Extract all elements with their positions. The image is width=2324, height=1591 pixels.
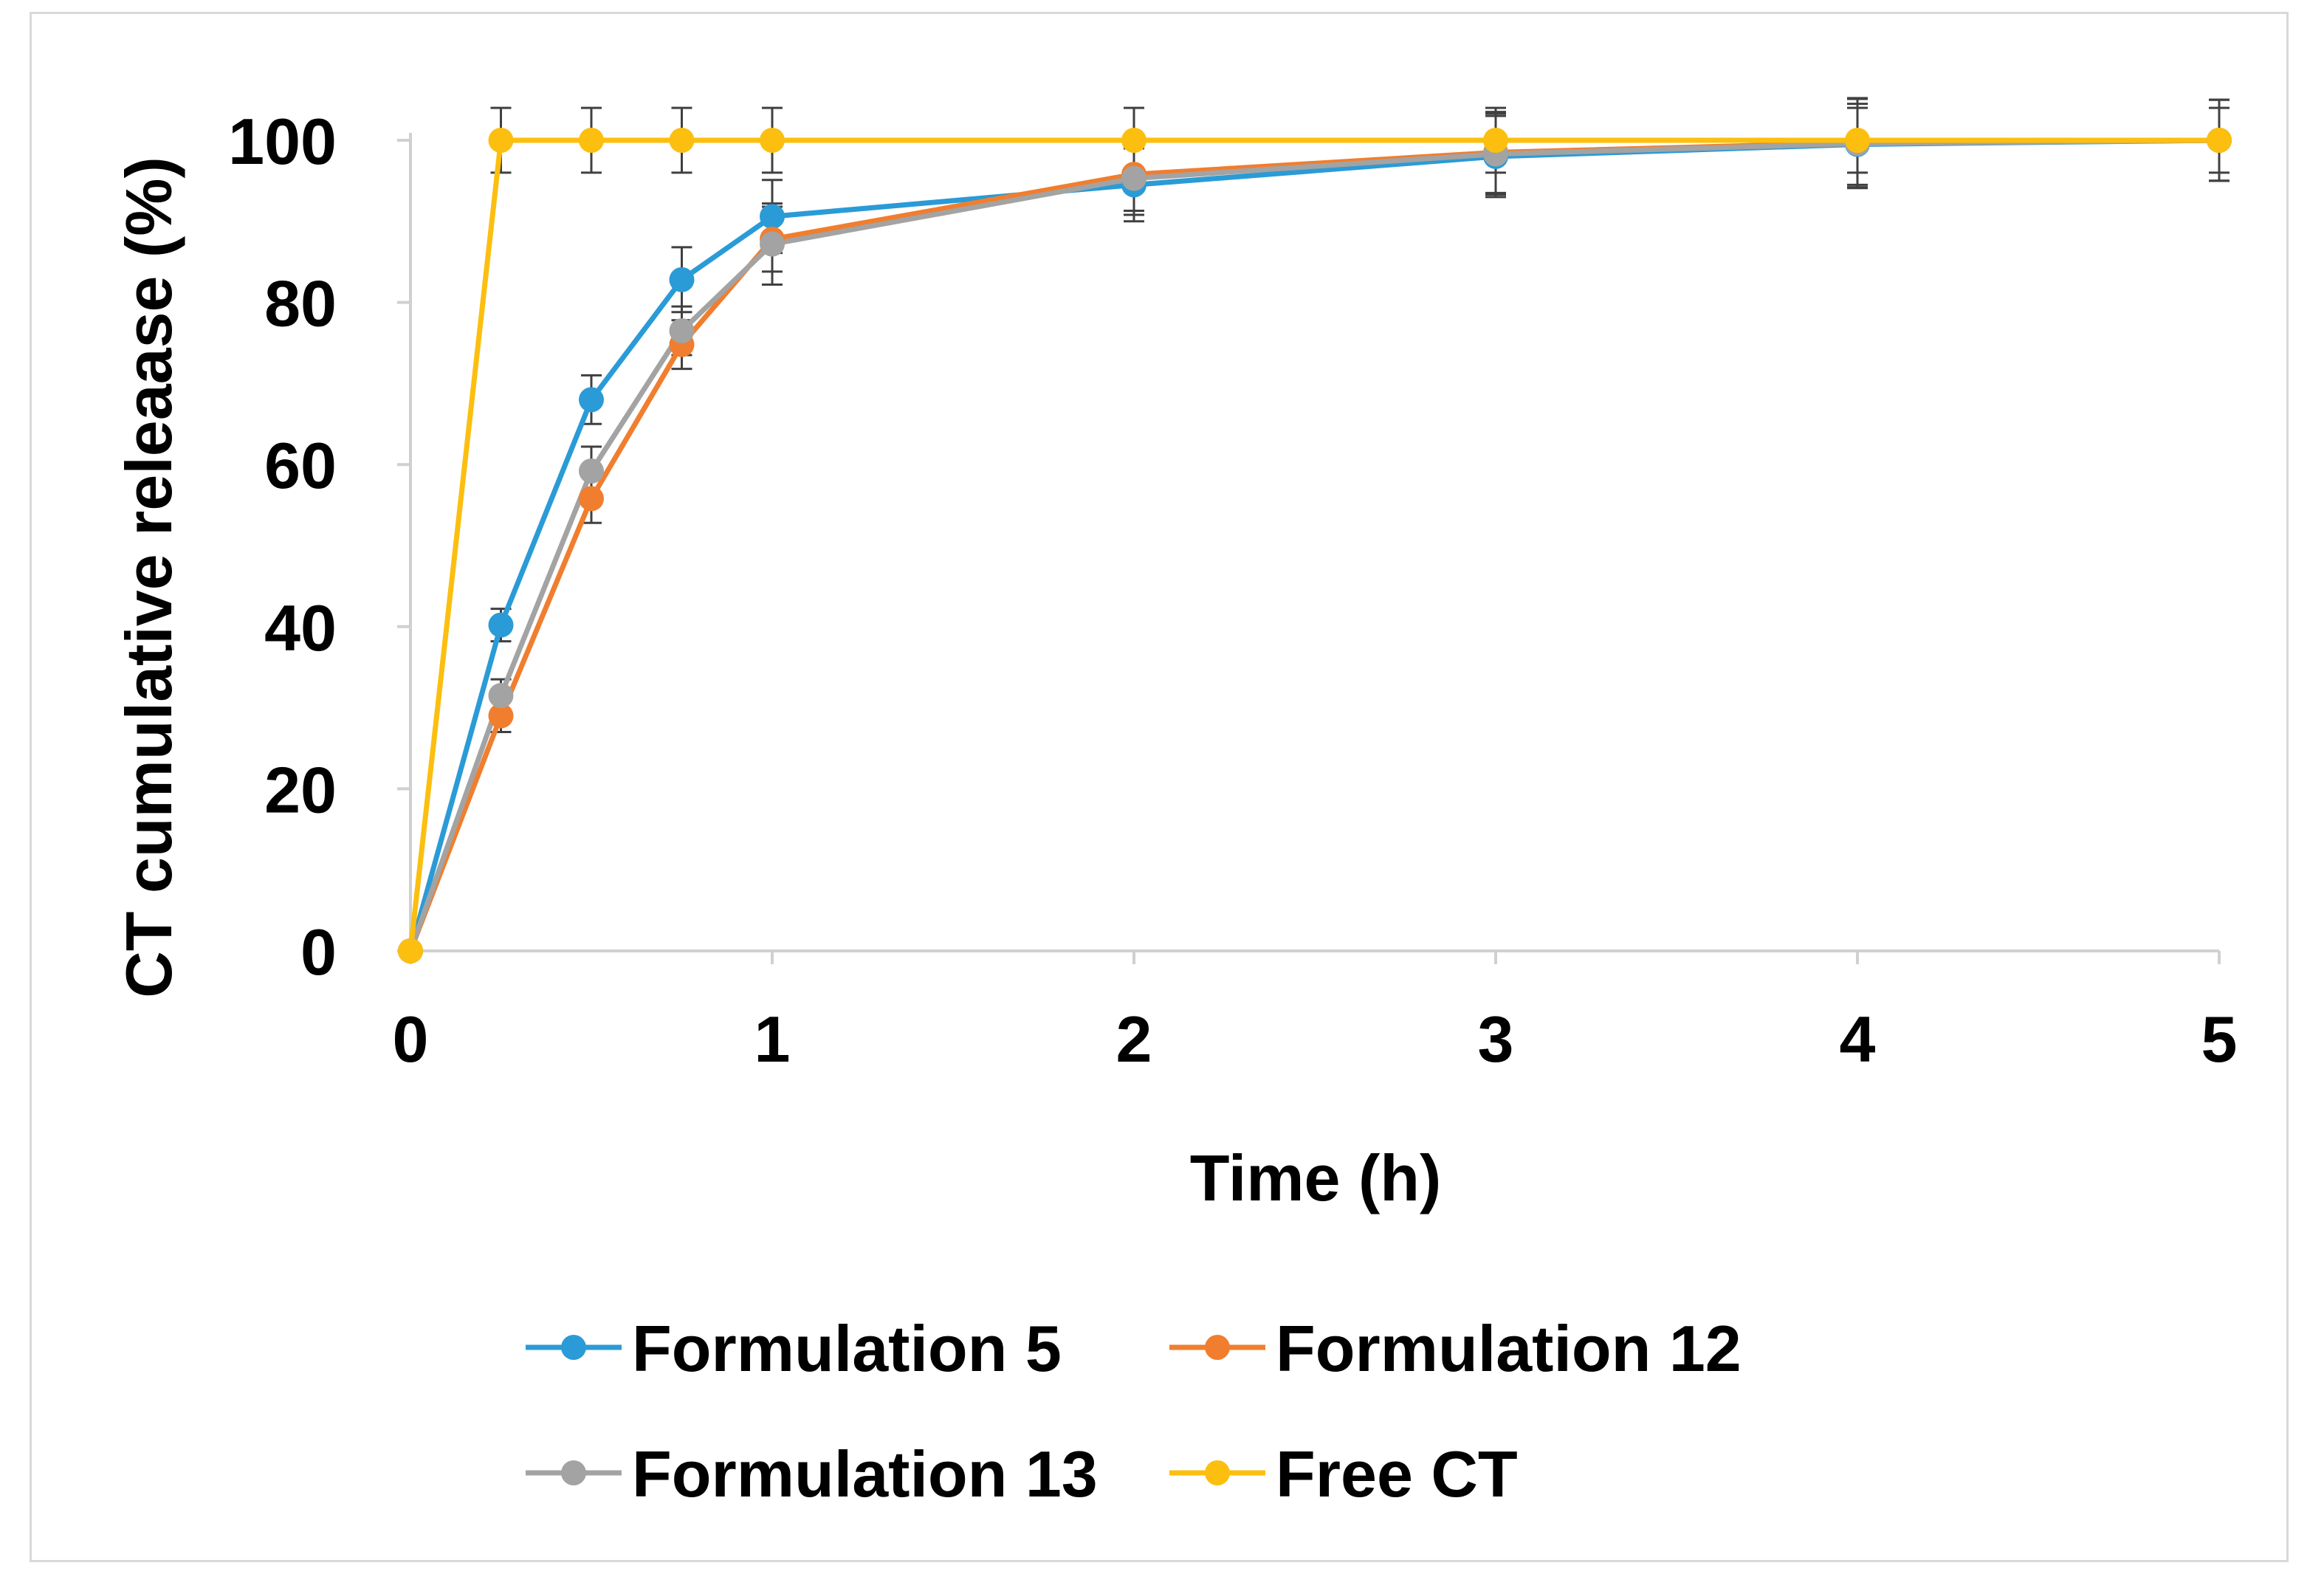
data-point-formulation-5	[488, 612, 514, 638]
legend-label: Free CT	[1276, 1437, 1518, 1511]
data-point-formulation-12	[488, 703, 514, 729]
legend-item-formulation-12: Formulation 12	[1169, 1312, 1742, 1385]
legend-item-formulation-13: Formulation 13	[526, 1437, 1098, 1511]
y-tick-label: 80	[264, 267, 337, 340]
tick-labels: 0 1 2 3 4 5 0 20 40 60 80 100	[228, 105, 2237, 1076]
data-point-free-ct	[1845, 128, 1870, 153]
data-point-free-ct	[2207, 128, 2232, 153]
data-point-formulation-5	[760, 204, 785, 230]
data-point-formulation-13	[760, 231, 785, 257]
data-point-free-ct	[760, 128, 785, 153]
y-tick-label: 60	[264, 429, 337, 502]
x-axis-title: Time (h)	[1190, 1141, 1442, 1214]
y-axis-title: CT cumulative releaase (%)	[112, 157, 185, 998]
axes	[397, 133, 2221, 964]
data-point-formulation-13	[1121, 165, 1146, 191]
data-point-formulation-5	[669, 267, 695, 292]
error-bars	[490, 97, 2230, 734]
data-point-free-ct	[669, 128, 695, 153]
data-point-free-ct	[488, 128, 514, 153]
data-point-formulation-12	[579, 486, 604, 512]
legend: Formulation 5 Formulation 12 Formulation 1…	[526, 1312, 1742, 1511]
y-tick-label: 20	[264, 753, 337, 826]
legend-label: Formulation 5	[632, 1312, 1062, 1385]
legend-label: Formulation 12	[1276, 1312, 1742, 1385]
data-point-formulation-13	[579, 458, 604, 484]
series-markers	[398, 128, 2232, 963]
data-point-formulation-5	[579, 387, 604, 413]
data-point-formulation-13	[488, 683, 514, 709]
y-tick-label: 100	[228, 105, 337, 178]
x-tick-label: 5	[2201, 1003, 2238, 1076]
x-tick-label: 0	[393, 1003, 429, 1076]
data-point-free-ct	[1121, 128, 1146, 153]
legend-item-free-ct: Free CT	[1169, 1437, 1518, 1511]
legend-marker	[561, 1460, 586, 1485]
data-point-formulation-13	[669, 318, 695, 344]
legend-item-formulation-5: Formulation 5	[526, 1312, 1062, 1385]
data-point-free-ct	[1483, 128, 1508, 153]
y-tick-label: 0	[300, 915, 337, 989]
x-tick-label: 2	[1116, 1003, 1152, 1076]
legend-marker	[561, 1335, 586, 1360]
y-tick-label: 40	[264, 591, 337, 664]
x-tick-label: 3	[1478, 1003, 1514, 1076]
x-tick-label: 1	[754, 1003, 791, 1076]
legend-label: Formulation 13	[632, 1437, 1098, 1511]
legend-marker	[1205, 1335, 1230, 1360]
legend-marker	[1205, 1460, 1230, 1485]
chart-frame	[30, 12, 2289, 1562]
data-point-free-ct	[398, 938, 423, 963]
x-tick-label: 4	[1840, 1003, 1876, 1076]
data-point-free-ct	[579, 128, 604, 153]
